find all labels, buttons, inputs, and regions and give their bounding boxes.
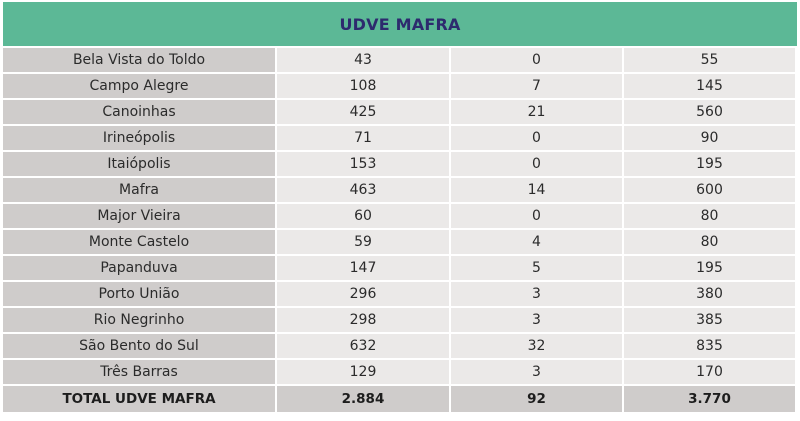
value-cell-2: 0 xyxy=(451,48,624,74)
value-cell-1: 298 xyxy=(277,308,451,334)
value-cell-2: 0 xyxy=(451,152,624,178)
municipality-name: Porto União xyxy=(3,282,277,308)
value-cell-3: 170 xyxy=(624,360,797,386)
value-cell-1: 129 xyxy=(277,360,451,386)
value-cell-3: 55 xyxy=(624,48,797,74)
table-row: Mafra 463 14 600 xyxy=(3,178,797,204)
value-cell-2: 14 xyxy=(451,178,624,204)
udve-table-container: UDVE MAFRA Bela Vista do Toldo 43 0 55 C… xyxy=(3,2,797,414)
table-row: Porto União 296 3 380 xyxy=(3,282,797,308)
value-cell-3: 80 xyxy=(624,230,797,256)
value-cell-2: 0 xyxy=(451,204,624,230)
municipality-name: Papanduva xyxy=(3,256,277,282)
value-cell-1: 632 xyxy=(277,334,451,360)
value-cell-3: 380 xyxy=(624,282,797,308)
municipality-name: Campo Alegre xyxy=(3,74,277,100)
value-cell-2: 3 xyxy=(451,360,624,386)
value-cell-1: 43 xyxy=(277,48,451,74)
table-body: Bela Vista do Toldo 43 0 55 Campo Alegre… xyxy=(3,48,797,414)
municipality-name: Bela Vista do Toldo xyxy=(3,48,277,74)
table-row: Papanduva 147 5 195 xyxy=(3,256,797,282)
value-cell-1: 153 xyxy=(277,152,451,178)
municipality-name: Rio Negrinho xyxy=(3,308,277,334)
municipality-name: Irineópolis xyxy=(3,126,277,152)
value-cell-3: 385 xyxy=(624,308,797,334)
value-cell-3: 835 xyxy=(624,334,797,360)
value-cell-2: 21 xyxy=(451,100,624,126)
value-cell-3: 195 xyxy=(624,152,797,178)
municipality-name: Três Barras xyxy=(3,360,277,386)
total-row: TOTAL UDVE MAFRA 2.884 92 3.770 xyxy=(3,386,797,414)
value-cell-2: 4 xyxy=(451,230,624,256)
value-cell-1: 463 xyxy=(277,178,451,204)
value-cell-2: 0 xyxy=(451,126,624,152)
municipality-name: Monte Castelo xyxy=(3,230,277,256)
value-cell-3: 80 xyxy=(624,204,797,230)
value-cell-2: 32 xyxy=(451,334,624,360)
table-row: São Bento do Sul 632 32 835 xyxy=(3,334,797,360)
value-cell-1: 296 xyxy=(277,282,451,308)
municipality-name: Canoinhas xyxy=(3,100,277,126)
value-cell-1: 59 xyxy=(277,230,451,256)
value-cell-1: 60 xyxy=(277,204,451,230)
udve-table: Bela Vista do Toldo 43 0 55 Campo Alegre… xyxy=(3,48,797,414)
value-cell-1: 425 xyxy=(277,100,451,126)
value-cell-2: 3 xyxy=(451,282,624,308)
municipality-name: São Bento do Sul xyxy=(3,334,277,360)
table-row: Irineópolis 71 0 90 xyxy=(3,126,797,152)
total-value-1: 2.884 xyxy=(277,386,451,414)
table-title: UDVE MAFRA xyxy=(3,2,797,46)
value-cell-2: 7 xyxy=(451,74,624,100)
total-value-3: 3.770 xyxy=(624,386,797,414)
table-row: Monte Castelo 59 4 80 xyxy=(3,230,797,256)
value-cell-3: 600 xyxy=(624,178,797,204)
table-row: Bela Vista do Toldo 43 0 55 xyxy=(3,48,797,74)
value-cell-3: 195 xyxy=(624,256,797,282)
value-cell-2: 5 xyxy=(451,256,624,282)
table-row: Campo Alegre 108 7 145 xyxy=(3,74,797,100)
table-row: Rio Negrinho 298 3 385 xyxy=(3,308,797,334)
table-row: Itaiópolis 153 0 195 xyxy=(3,152,797,178)
municipality-name: Mafra xyxy=(3,178,277,204)
municipality-name: Itaiópolis xyxy=(3,152,277,178)
total-label: TOTAL UDVE MAFRA xyxy=(3,386,277,414)
value-cell-3: 145 xyxy=(624,74,797,100)
value-cell-1: 71 xyxy=(277,126,451,152)
table-row: Três Barras 129 3 170 xyxy=(3,360,797,386)
value-cell-1: 147 xyxy=(277,256,451,282)
value-cell-1: 108 xyxy=(277,74,451,100)
value-cell-3: 560 xyxy=(624,100,797,126)
total-value-2: 92 xyxy=(451,386,624,414)
municipality-name: Major Vieira xyxy=(3,204,277,230)
table-row: Canoinhas 425 21 560 xyxy=(3,100,797,126)
value-cell-2: 3 xyxy=(451,308,624,334)
value-cell-3: 90 xyxy=(624,126,797,152)
table-row: Major Vieira 60 0 80 xyxy=(3,204,797,230)
